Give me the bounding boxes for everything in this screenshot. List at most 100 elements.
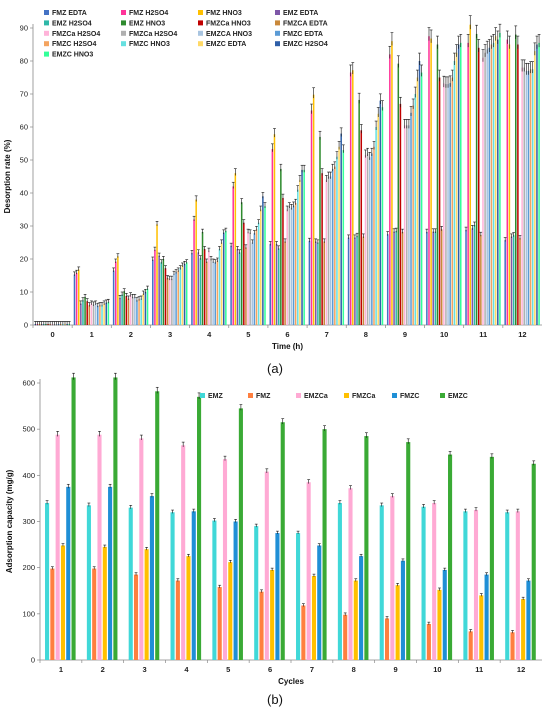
bar (179, 268, 182, 325)
legend-label: EMZ HNO3 (129, 20, 165, 27)
bar (127, 298, 130, 325)
x-axis-title: Cycles (278, 677, 304, 686)
bar (331, 168, 334, 325)
legend-swatch (275, 41, 280, 47)
x-tick-label: 3 (142, 665, 146, 674)
legend-label: EMZCA HNO3 (206, 31, 252, 38)
legend-item: FMZCa H2SO4 (121, 30, 177, 38)
x-tick-label: 2 (101, 665, 105, 674)
bar (395, 585, 400, 660)
bar (468, 631, 473, 660)
legend-item: EMZCa (296, 393, 328, 400)
bar (280, 422, 285, 660)
bar (222, 459, 228, 660)
bar (504, 240, 506, 325)
bar (403, 125, 406, 325)
bar (381, 107, 384, 325)
legend-label: FMZC EDTA (283, 31, 323, 38)
legend-label: EMZC H2SO4 (283, 41, 328, 48)
legend-item: EMZC (440, 393, 468, 400)
bar (347, 237, 350, 325)
bar (90, 303, 93, 325)
bar (338, 146, 340, 325)
bar (538, 42, 540, 325)
y-tick-label: 600 (22, 379, 35, 388)
legend-label: EMZ (208, 393, 224, 400)
bar (358, 99, 360, 325)
bar (492, 42, 495, 325)
bar (138, 299, 140, 325)
bar (488, 47, 491, 326)
bar (97, 305, 99, 325)
bar (515, 511, 520, 660)
bar (236, 249, 239, 325)
bar (486, 49, 488, 325)
legend-item: EMZ EDTA (275, 10, 318, 17)
bar (337, 503, 342, 660)
bar (410, 112, 412, 325)
bar (185, 262, 188, 325)
legend-label: FMZC HNO3 (129, 41, 170, 48)
bar (214, 262, 217, 325)
bar (426, 231, 428, 325)
bar (412, 105, 414, 325)
y-tick-label: 300 (22, 517, 35, 526)
bar (323, 241, 325, 325)
bar (479, 595, 484, 660)
y-tick-label: 500 (22, 425, 35, 434)
bar (206, 261, 208, 325)
bar (401, 231, 404, 325)
bar (264, 206, 266, 325)
bar (128, 507, 133, 660)
bar (114, 261, 117, 325)
bar (312, 94, 315, 325)
bar (317, 545, 322, 660)
bar (220, 242, 223, 325)
bar (418, 61, 421, 325)
x-axis-title: Time (h) (272, 342, 303, 351)
legend-item: EMZC H2SO4 (275, 41, 328, 48)
bar (158, 255, 160, 325)
bar (243, 222, 245, 325)
bar (294, 202, 297, 325)
bar (240, 202, 243, 325)
bar (173, 273, 175, 325)
bar (414, 94, 417, 325)
panel-a-label: (a) (267, 361, 283, 376)
bar (247, 231, 249, 325)
bar (416, 77, 419, 325)
legend-label: FMZCa (352, 393, 375, 400)
bar (259, 591, 264, 660)
legend-label: FMZCa H2SO4 (52, 31, 100, 38)
x-tick-label: 6 (268, 665, 272, 674)
y-tick-label: 200 (22, 563, 35, 572)
x-tick-label: 1 (90, 330, 94, 339)
bar (97, 434, 102, 660)
bar (379, 100, 382, 325)
bar (406, 442, 411, 660)
bar (391, 41, 393, 325)
legend-item: FMZCa H2SO4 (44, 30, 100, 38)
bar (260, 209, 262, 325)
bar (255, 229, 258, 325)
legend-swatch (248, 393, 253, 398)
legend-label: FMZ HNO3 (206, 10, 242, 17)
bar (301, 605, 306, 660)
bar (140, 298, 142, 325)
bar (193, 219, 195, 325)
bar (290, 207, 293, 325)
bar (362, 236, 365, 325)
bar (230, 245, 232, 325)
bar (262, 196, 264, 325)
bar (203, 249, 206, 325)
bar (80, 303, 82, 325)
bar (99, 305, 101, 325)
bar (325, 179, 328, 325)
bar (102, 546, 107, 660)
legend-swatch (44, 30, 49, 36)
bar (317, 242, 319, 325)
bar (299, 179, 301, 325)
x-tick-label: 4 (207, 330, 212, 339)
legend-swatch (44, 20, 49, 26)
bar (119, 297, 121, 325)
